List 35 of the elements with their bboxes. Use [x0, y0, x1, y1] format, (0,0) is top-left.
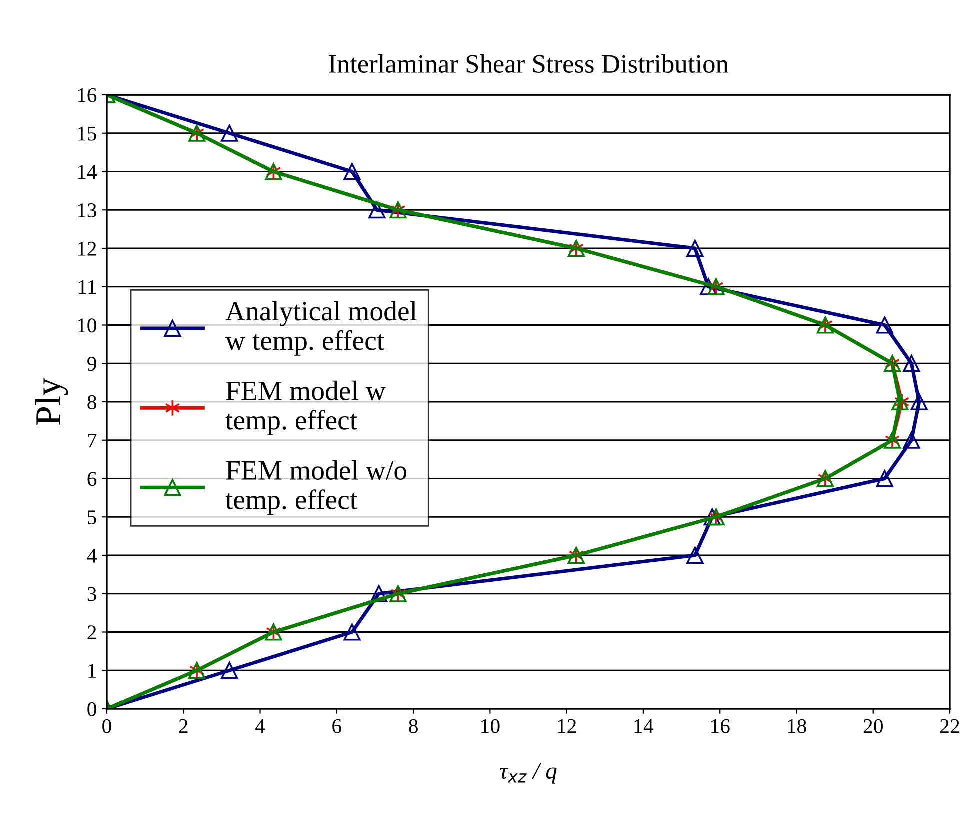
y-tick-label: 5 [88, 510, 96, 525]
x-tick-label: 10 [482, 719, 500, 734]
legend-label: Analytical model w temp. effect [225, 301, 417, 356]
y-tick-label: 15 [78, 126, 96, 141]
y-tick-label: 16 [78, 88, 97, 102]
y-tick-label: 8 [88, 395, 96, 410]
x-tick-label: 4 [255, 719, 266, 734]
x-tick-label: 18 [788, 719, 806, 734]
y-tick-label: 12 [78, 242, 96, 256]
y-tick-label: 0 [88, 702, 96, 716]
x-tick-label: 22 [940, 719, 960, 734]
y-axis-title: Ply [35, 378, 68, 426]
x-tick-label: 2 [179, 719, 188, 734]
y-tick-label: 14 [78, 165, 97, 179]
x-tick-label: 0 [102, 719, 112, 734]
x-tick-label: 14 [634, 719, 654, 734]
y-tick-label: 2 [88, 626, 96, 640]
legend-label: FEM model w/o temp. effect [226, 460, 406, 516]
y-tick-label: 6 [88, 472, 97, 486]
y-tick-label: 3 [88, 587, 96, 602]
y-tick-label: 13 [78, 204, 96, 218]
y-tick-label: 1 [88, 664, 96, 678]
x-tick-label: 8 [409, 719, 418, 734]
x-tick-label: 6 [332, 719, 342, 734]
x-tick-label: 12 [558, 719, 576, 734]
y-tick-label: 9 [88, 357, 96, 372]
x-tick-label: 16 [712, 719, 730, 734]
y-tick-label: 11 [79, 280, 96, 294]
y-tick-label: 10 [78, 318, 96, 333]
legend-label: FEM model w temp. effect [226, 380, 386, 436]
x-tick-label: 20 [864, 719, 883, 734]
y-tick-label: 4 [87, 549, 97, 563]
y-tick-label: 7 [88, 434, 97, 448]
x-axis-title: τ$_{xz}$ / q [500, 763, 557, 784]
chart-title: Interlaminar Shear Stress Distribution [329, 54, 729, 74]
